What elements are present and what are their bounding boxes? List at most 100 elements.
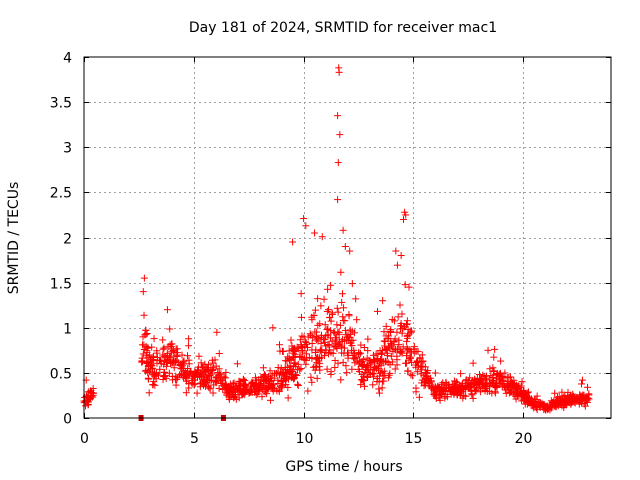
data-point <box>413 368 421 376</box>
data-point <box>202 382 210 390</box>
data-point <box>418 379 426 387</box>
data-point <box>172 381 180 389</box>
data-point <box>289 346 297 354</box>
data-point <box>410 345 418 353</box>
data-point <box>149 356 157 364</box>
data-point <box>558 388 566 396</box>
data-point <box>373 356 381 364</box>
data-point <box>339 313 347 321</box>
data-point <box>384 374 392 382</box>
data-point <box>353 316 361 324</box>
data-point <box>370 364 378 372</box>
data-point <box>279 347 287 355</box>
data-point <box>144 374 152 382</box>
data-point <box>536 401 544 409</box>
data-point <box>196 380 204 388</box>
data-point <box>296 336 304 344</box>
data-point <box>266 367 274 375</box>
data-point <box>531 395 539 403</box>
y-tick-label: 1.5 <box>50 277 72 293</box>
data-point <box>174 374 182 382</box>
data-point <box>363 354 371 362</box>
data-point <box>477 380 485 388</box>
data-point <box>407 371 415 379</box>
data-point <box>404 345 412 353</box>
data-point <box>210 381 218 389</box>
data-point <box>302 350 310 358</box>
data-point <box>457 392 465 400</box>
data-point <box>296 352 304 360</box>
x-tick-label: 20 <box>515 431 533 447</box>
data-point <box>397 251 405 259</box>
data-point <box>331 364 339 372</box>
data-point <box>193 366 201 374</box>
data-point <box>404 367 412 375</box>
data-point <box>212 374 220 382</box>
data-point <box>449 385 457 393</box>
data-point <box>311 366 319 374</box>
data-point <box>518 378 526 386</box>
data-point <box>391 365 399 373</box>
data-point <box>323 326 331 334</box>
data-point <box>209 389 217 397</box>
data-point <box>497 357 505 365</box>
x-tick-label: 5 <box>190 431 199 447</box>
data-point <box>338 290 346 298</box>
data-point <box>337 376 345 384</box>
data-point <box>334 159 342 167</box>
data-point <box>185 384 193 392</box>
data-point <box>373 307 381 315</box>
data-point <box>296 366 304 374</box>
data-point <box>252 387 260 395</box>
data-point <box>169 376 177 384</box>
data-point <box>336 321 344 329</box>
data-point <box>197 370 205 378</box>
data-point <box>209 366 217 374</box>
data-point <box>269 324 277 332</box>
data-point <box>185 335 193 343</box>
data-point <box>264 384 272 392</box>
data-point <box>363 373 371 381</box>
data-point <box>418 351 426 359</box>
data-point <box>220 374 228 382</box>
data-point <box>215 350 223 358</box>
data-point <box>161 372 169 380</box>
data-point <box>384 342 392 350</box>
data-point <box>512 383 520 391</box>
data-point <box>476 388 484 396</box>
data-point <box>357 381 365 389</box>
data-point <box>331 329 339 337</box>
data-point <box>490 353 498 361</box>
data-point <box>357 341 365 349</box>
data-point <box>219 385 227 393</box>
data-point <box>160 358 168 366</box>
data-point <box>302 360 310 368</box>
data-point <box>258 393 266 401</box>
data-point <box>345 336 353 344</box>
data-point <box>389 345 397 353</box>
data-point <box>331 357 339 365</box>
data-point <box>486 382 494 390</box>
data-point <box>406 354 414 362</box>
plot-area <box>83 56 612 419</box>
data-point <box>359 362 367 370</box>
data-point <box>203 364 211 372</box>
data-point <box>300 215 308 223</box>
data-point <box>325 350 333 358</box>
data-point <box>329 349 337 357</box>
data-point <box>311 229 319 237</box>
data-point <box>543 402 551 410</box>
data-point <box>341 344 349 352</box>
data-point <box>506 373 514 381</box>
data-point <box>352 295 360 303</box>
data-point <box>252 376 260 384</box>
data-point <box>316 320 324 328</box>
data-point <box>231 392 239 400</box>
data-point <box>159 345 167 353</box>
data-point <box>278 382 286 390</box>
data-point <box>556 400 564 408</box>
data-point <box>345 312 353 320</box>
data-point <box>381 346 389 354</box>
data-point <box>317 346 325 354</box>
data-point <box>308 378 316 386</box>
